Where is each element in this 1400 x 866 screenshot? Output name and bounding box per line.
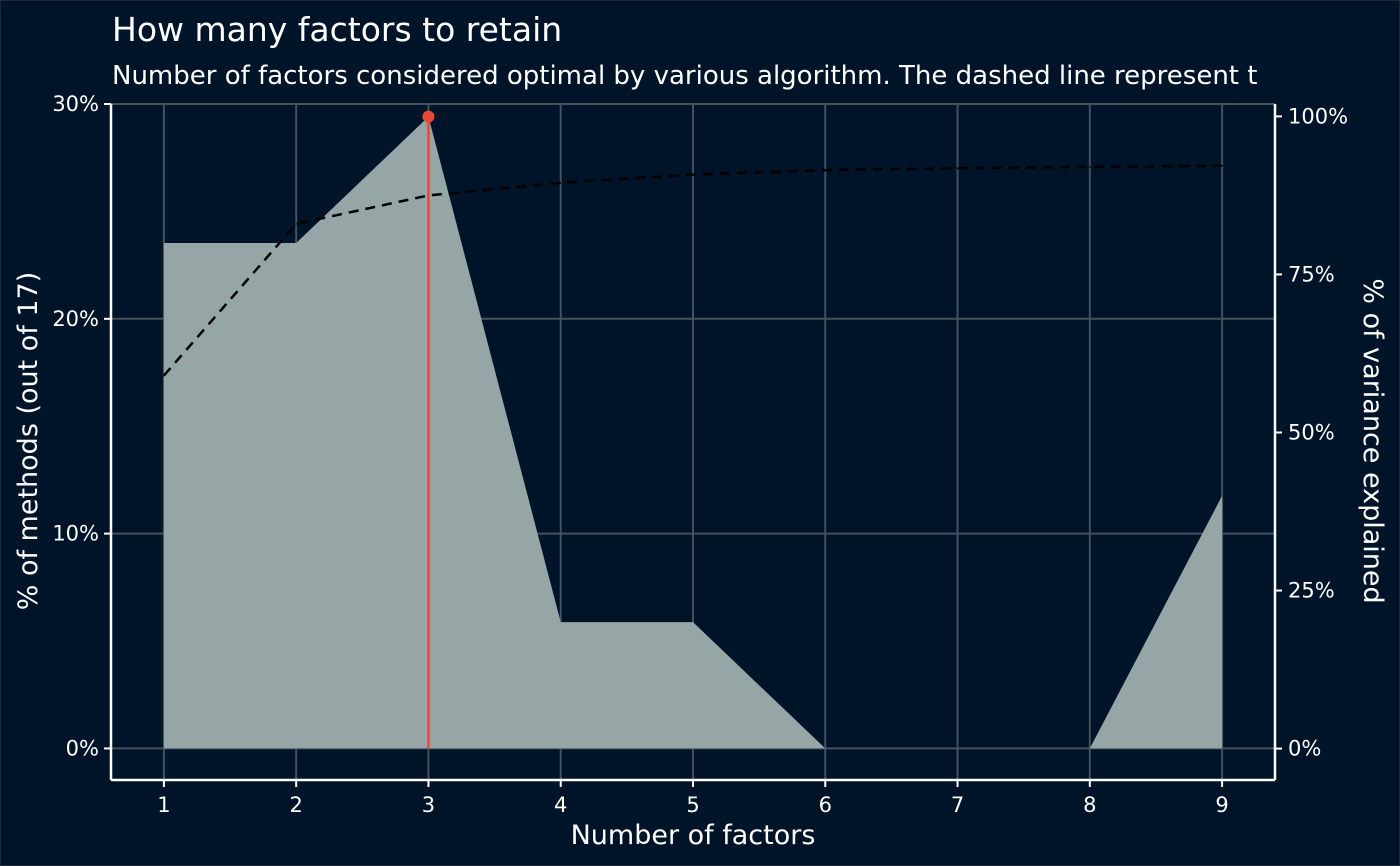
x-tick-label: 3 <box>422 793 435 817</box>
optimal-factor-point <box>422 110 435 123</box>
variance-point <box>1089 166 1091 168</box>
x-tick-label: 4 <box>554 793 567 817</box>
variance-point <box>163 374 165 377</box>
variance-point <box>824 169 827 171</box>
y-tick-label: 0% <box>66 736 99 760</box>
x-tick-label: 7 <box>951 793 964 817</box>
y2-tick-label: 100% <box>1288 104 1348 128</box>
x-tick-label: 9 <box>1215 793 1228 817</box>
variance-point <box>559 181 562 184</box>
y2-tick-label: 50% <box>1288 420 1335 444</box>
x-tick-label: 6 <box>819 793 832 817</box>
chart-subtitle: Number of factors considered optimal by … <box>112 61 1257 91</box>
chart-title: How many factors to retain <box>112 10 562 49</box>
y2-axis-title: % of variance explained <box>1357 278 1388 603</box>
x-tick-label: 1 <box>157 793 170 817</box>
y2-tick-label: 75% <box>1288 262 1335 286</box>
y-tick-label: 10% <box>52 522 99 546</box>
y-axis-title: % of methods (out of 17) <box>13 272 44 611</box>
variance-point <box>692 173 694 176</box>
y2-tick-label: 0% <box>1288 737 1321 761</box>
tick-labels: 1 2 3 4 5 6 7 8 9 0% 10% 20% 30% 0% 25% 50% 75% 100% <box>52 92 1348 817</box>
x-tick-label: 5 <box>686 793 699 817</box>
y2-tick-label: 25% <box>1288 579 1335 603</box>
y-tick-label: 20% <box>52 307 99 331</box>
x-tick-label: 2 <box>289 793 302 817</box>
variance-point <box>956 167 959 170</box>
y-tick-label: 30% <box>52 92 99 116</box>
x-axis-title: Number of factors <box>571 820 816 851</box>
x-tick-label: 8 <box>1083 793 1096 817</box>
variance-point <box>1221 164 1223 167</box>
optimal-highlight <box>422 110 435 749</box>
variance-point <box>295 223 297 225</box>
